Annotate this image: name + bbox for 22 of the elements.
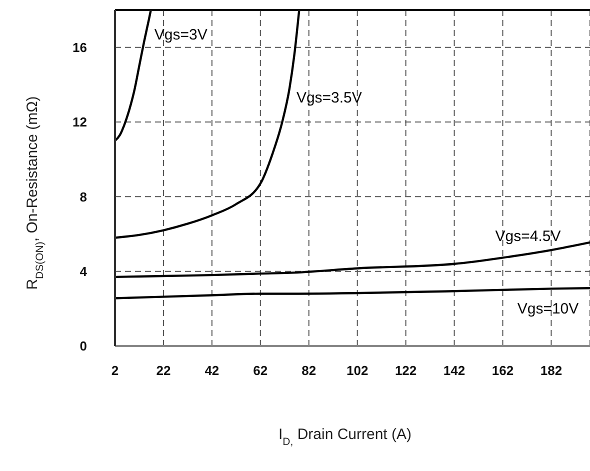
series-label: Vgs=10V: [517, 300, 579, 318]
x-tick-label: 182: [540, 363, 562, 378]
y-tick-label: 12: [72, 114, 87, 130]
series-label: Vgs=3V: [154, 26, 208, 44]
y-tick-label: 0: [80, 338, 87, 354]
series-label: Vgs=3.5V: [296, 90, 362, 106]
x-tick-label: 82: [302, 363, 316, 378]
line-series: [115, 287, 590, 300]
series-label: Vgs=4.5V: [495, 228, 561, 245]
x-tick-label: 102: [346, 363, 368, 378]
x-tick-label: 2: [111, 363, 119, 378]
x-axis-title: I$_{D,}$ Drain Current (A): [278, 426, 412, 448]
line-series: [115, 10, 152, 142]
x-tick-label: 62: [253, 363, 268, 378]
y-tick-label: 8: [80, 189, 87, 204]
x-tick-label: 162: [492, 363, 514, 378]
x-tick-label: 142: [443, 363, 466, 378]
x-tick-label: 122: [394, 363, 417, 378]
y-tick-label: 4: [80, 264, 88, 279]
y-tick-label: 16: [72, 40, 87, 55]
x-tick-label: 22: [156, 363, 171, 378]
x-tick-label: 42: [204, 363, 220, 378]
